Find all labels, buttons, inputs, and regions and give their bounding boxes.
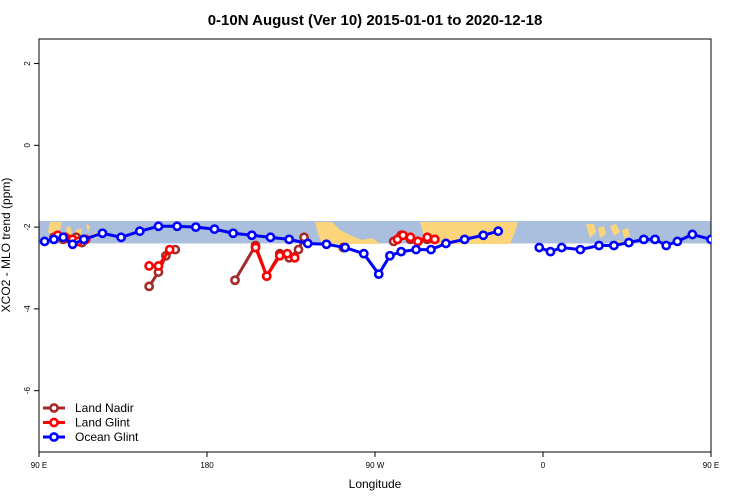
series-2-point-0-0: [39, 236, 50, 247]
series-0-point-2-0: [144, 281, 155, 292]
series-2-point-0-24: [426, 244, 436, 255]
series-1-point-1-1: [153, 261, 164, 271]
series-1-point-2-1: [261, 271, 272, 282]
series-2-point-0-26: [459, 234, 470, 245]
series-2-point-1-7: [638, 234, 649, 245]
land-africa: [420, 222, 518, 244]
y-tick-label-3: -4: [23, 305, 32, 313]
series-2-point-1-14: [745, 223, 750, 230]
series-2-point-0-18: [340, 242, 351, 253]
legend-label-0: Land Nadir: [75, 401, 134, 415]
series-1-point-2-2: [274, 250, 285, 261]
x-tick-label-1: 180: [200, 461, 214, 470]
y-axis: 2 0 -2 -4 -6: [23, 61, 39, 394]
series-1-point-2-4: [289, 252, 300, 263]
land-central-america: [315, 222, 380, 244]
series-2-point-0-23: [411, 244, 421, 255]
series-2-point-0-14: [265, 232, 276, 243]
series-2-point-0-10: [190, 222, 201, 232]
series-2-point-1-9: [661, 240, 672, 251]
series-2-point-0-22: [396, 246, 407, 257]
map-band: [39, 220, 711, 244]
series-2-point-0-16: [302, 238, 313, 249]
legend-marker-1: [49, 417, 59, 428]
series-2-point-0-6: [116, 232, 127, 243]
series-2-point-0-5: [97, 228, 108, 239]
series-2-point-0-3: [67, 239, 78, 250]
chart-title: 0-10N August (Ver 10) 2015-01-01 to 2020…: [208, 12, 543, 29]
series-2-point-0-7: [134, 226, 145, 237]
land-east-asia: [48, 222, 98, 240]
series-2-point-1-12: [706, 234, 711, 245]
series-1-point-3-5: [429, 234, 440, 245]
x-tick-label-2: 90 W: [366, 461, 385, 470]
series-2-point-0-20: [373, 269, 384, 280]
series-2-point-0-27: [478, 230, 489, 241]
series-1-point-1-0: [144, 261, 155, 271]
series-2-point-0-11: [209, 224, 220, 235]
y-tick-label-4: -6: [23, 387, 32, 395]
series-2-point-1-13: [726, 230, 733, 237]
series-2-point-1-5: [609, 240, 619, 251]
series-2-point-1-10: [672, 236, 683, 247]
series-layer: [39, 221, 750, 292]
series-1-point-3-1: [398, 230, 408, 241]
series-2-point-0-19: [358, 248, 369, 259]
series-2-point-1-0: [534, 242, 545, 253]
legend-label-1: Land Glint: [75, 416, 130, 430]
x-tick-label-0: 90 E: [31, 461, 47, 470]
series-1-point-3-3: [413, 236, 423, 247]
series-0-point-3-5: [293, 244, 304, 255]
legend-marker-2: [49, 432, 59, 442]
legend-label-2: Ocean Glint: [75, 430, 139, 444]
series-2-point-1-4: [594, 240, 604, 251]
series-2-point-0-9: [172, 221, 183, 232]
series-2-point-0-2: [58, 232, 69, 243]
series-2-point-0-28: [493, 226, 504, 237]
series-2-point-0-15: [284, 234, 295, 245]
series-2-point-0-1: [49, 234, 59, 245]
series-2-point-0-21: [385, 250, 395, 261]
legend-marker-0: [49, 403, 59, 413]
series-1-point-3-4: [422, 232, 433, 243]
series-2-point-1-11: [687, 229, 698, 240]
series-2-point-0-13: [246, 230, 257, 241]
series-2: [39, 221, 750, 280]
series-2-point-1-8: [650, 234, 660, 245]
x-tick-label-3: 0: [541, 461, 546, 470]
x-axis: 90 E 180 90 W 0 90 E: [31, 452, 719, 470]
ocean-band: [39, 220, 711, 244]
series-2-point-0-8: [153, 221, 164, 232]
series-2-point-1-2: [556, 242, 567, 253]
series-2-point-0-12: [228, 228, 239, 239]
series-2-point-0-17: [321, 239, 332, 250]
land-east-asia-repeat: [586, 224, 630, 244]
series-1-point-2-3: [282, 248, 293, 259]
x-axis-label: Longitude: [349, 477, 402, 491]
series-1-point-1-2: [164, 244, 175, 255]
series-2-point-0-25: [441, 238, 451, 249]
series-1-point-2-0: [250, 242, 261, 253]
y-axis-label: XCO2 - MLO trend (ppm): [0, 178, 13, 313]
series-2-point-1-3: [575, 244, 586, 255]
y-tick-label-0: 2: [23, 61, 32, 66]
series-2-point-1-1: [545, 246, 556, 257]
series-0-point-3-0: [230, 275, 240, 286]
series-1-point-3-2: [405, 232, 416, 243]
series-2-point-1-6: [623, 237, 634, 248]
series-2-line-1: [538, 232, 711, 254]
x-tick-label-4: 90 E: [703, 461, 719, 470]
y-tick-label-1: 0: [23, 143, 32, 148]
series-2-point-0-4: [78, 234, 89, 245]
y-tick-label-2: -2: [23, 223, 32, 231]
